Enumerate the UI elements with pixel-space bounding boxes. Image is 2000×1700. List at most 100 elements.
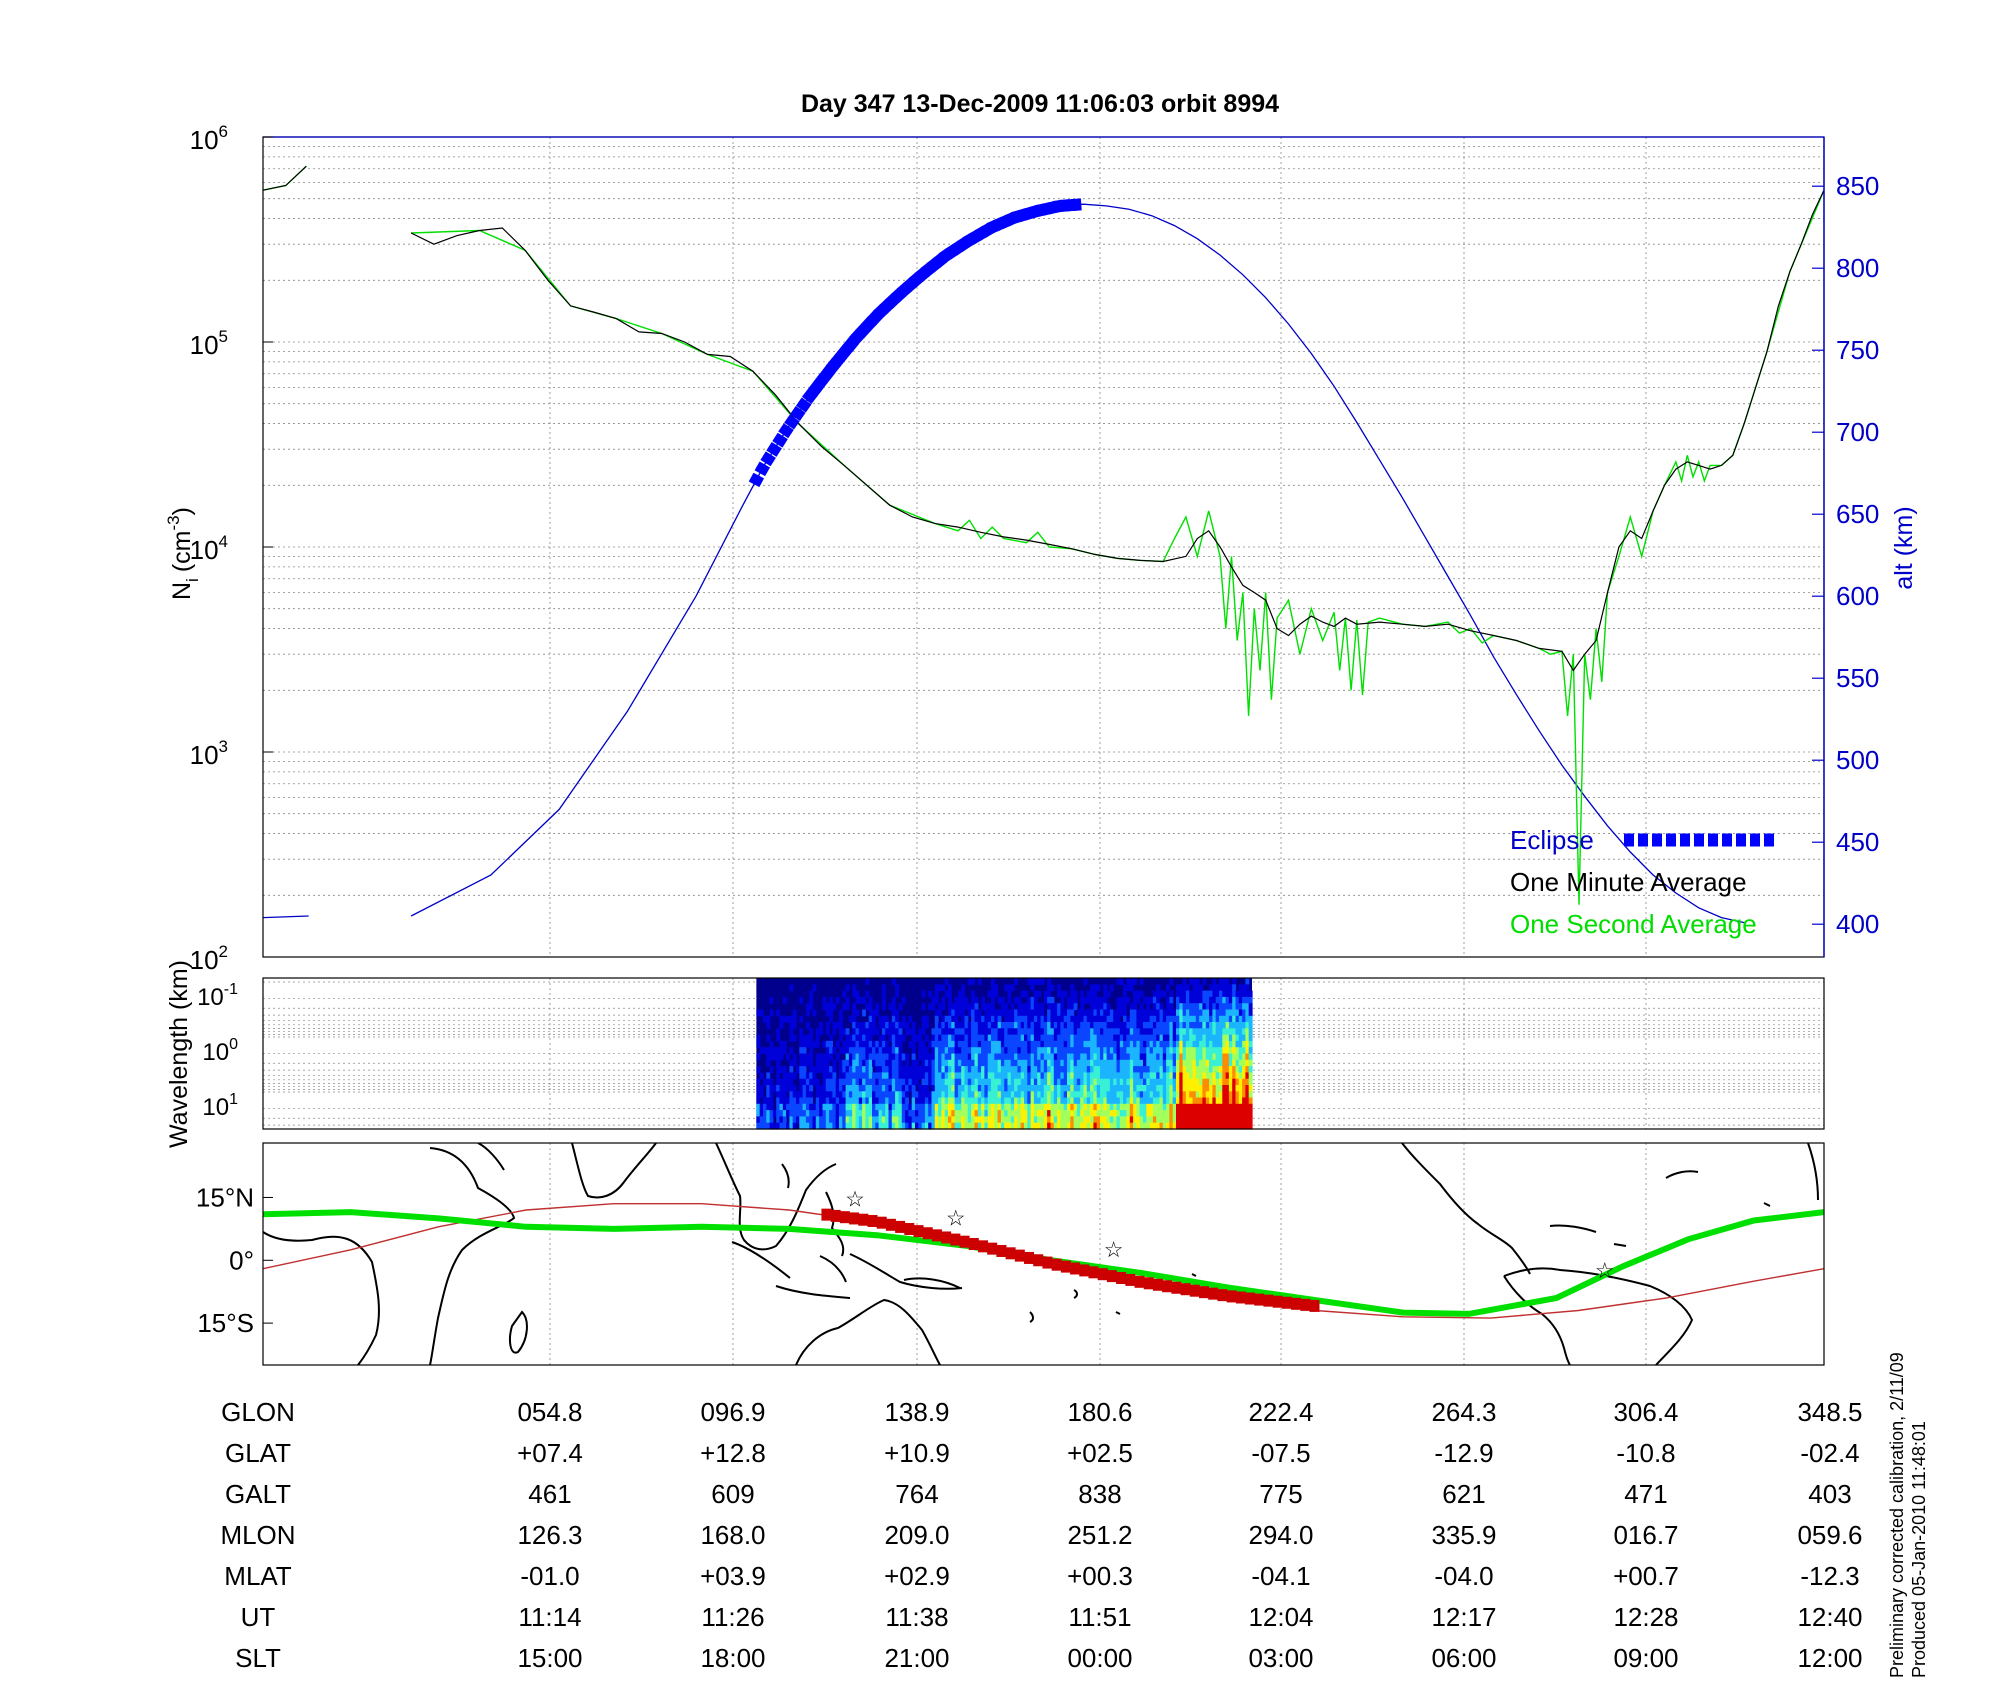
spectrogram-cell	[1156, 1034, 1161, 1042]
spectrogram-cell	[1232, 1022, 1237, 1029]
spectrogram-cell	[1047, 1091, 1051, 1099]
spectrogram-cell	[1176, 1047, 1180, 1055]
spectrogram-cell	[997, 1091, 1002, 1099]
spectrogram-cell	[839, 1110, 843, 1117]
spectrogram-cell	[1100, 1072, 1104, 1080]
spectrogram-cell	[1103, 1116, 1108, 1124]
spectrogram-cell	[845, 1028, 850, 1036]
spectrogram-cell	[1129, 1078, 1134, 1086]
spectrogram-cell	[961, 1116, 966, 1124]
spectrogram-cell	[763, 1110, 767, 1117]
spectrogram-cell	[1024, 1097, 1028, 1105]
spectrogram-cell	[862, 1053, 866, 1061]
spectrogram-cell	[1004, 1053, 1009, 1061]
spectrogram-cell	[881, 1059, 886, 1067]
spectrogram-cell	[891, 1085, 896, 1092]
spectrogram-cell	[1136, 1040, 1141, 1048]
spectrogram-cell	[819, 1097, 823, 1105]
spectrogram-cell	[977, 1097, 982, 1105]
spectrogram-cell	[1219, 1078, 1223, 1086]
spectrogram-cell	[1169, 1078, 1174, 1086]
spectrogram-cell	[961, 1028, 966, 1036]
spectrogram-cell	[822, 1040, 827, 1048]
spectrogram-cell	[1076, 1066, 1081, 1073]
spectrogram-cell	[1219, 1009, 1223, 1017]
spectrogram-cell	[1152, 1097, 1157, 1105]
spectrogram-cell	[848, 1110, 853, 1117]
spectrogram-cell	[948, 1110, 952, 1117]
spectrogram-cell	[1195, 1097, 1200, 1105]
spectrogram-cell	[1116, 1022, 1121, 1029]
spectrogram-cell	[1245, 1034, 1250, 1042]
spectrogram-cell	[855, 1103, 860, 1111]
spectrogram-cell	[1106, 1040, 1111, 1048]
spectrogram-cell	[872, 1122, 876, 1130]
spectrogram-cell	[981, 1091, 985, 1099]
map-tick-label: 15°N	[196, 1182, 254, 1212]
spectrogram-cell	[809, 1034, 814, 1042]
spectrogram-cell	[805, 1103, 810, 1111]
spectrogram-cell	[918, 1028, 923, 1036]
spectrogram-cell	[862, 1022, 866, 1029]
spectrogram-cell	[848, 1078, 853, 1086]
spectrogram-cell	[1010, 1015, 1015, 1023]
spectrogram-cell	[1238, 990, 1243, 998]
spectrogram-cell	[1090, 1047, 1094, 1055]
spectrogram-cell	[842, 1047, 847, 1055]
eclipse-track-marker	[821, 1208, 832, 1221]
spectrogram-cell	[1205, 1078, 1210, 1086]
spectrogram-cell	[815, 1085, 820, 1092]
spectrogram-cell	[931, 1053, 936, 1061]
spectrogram-cell	[786, 1097, 790, 1105]
spectrogram-cell	[1037, 1003, 1042, 1011]
spectrogram-cell	[964, 1015, 969, 1023]
spectrogram-cell	[1179, 1003, 1184, 1011]
spectrogram-cell	[1106, 1034, 1111, 1042]
spectrogram-cell	[967, 1009, 972, 1017]
spectrogram-cell	[944, 1066, 949, 1073]
spectrogram-cell	[1057, 1034, 1061, 1042]
spectrogram-cell	[1050, 1085, 1055, 1092]
ephemeris-row-label: GLAT	[225, 1438, 291, 1468]
spectrogram-cell	[769, 996, 774, 1004]
spectrogram-cell	[944, 990, 949, 998]
spectrogram-cell	[981, 1078, 985, 1086]
spectrogram-cell	[1040, 1116, 1045, 1124]
spectrogram-cell	[802, 1053, 807, 1061]
spectrogram-cell	[1080, 996, 1085, 1004]
spectrogram-cell	[799, 1059, 804, 1067]
spectrogram-cell	[809, 1097, 814, 1105]
spectrogram-cell	[1238, 984, 1243, 992]
spectrogram-cell	[931, 1110, 936, 1117]
spectrogram-cell	[1179, 984, 1184, 992]
spectrogram-cell	[1156, 1110, 1161, 1117]
spectrogram-cell	[815, 1122, 820, 1130]
spectrogram-cell	[915, 1059, 919, 1067]
spectrogram-cell	[799, 1116, 804, 1124]
spectrogram-cell	[1100, 1091, 1104, 1099]
spectrogram-cell	[769, 1053, 774, 1061]
ephemeris-cell: 838	[1078, 1479, 1121, 1509]
spectrogram-cell	[891, 1034, 896, 1042]
spectrogram-cell	[941, 1015, 946, 1023]
spectrogram-cell	[865, 1059, 870, 1067]
spectrogram-cell	[1228, 1003, 1233, 1011]
spectrogram-cell	[1212, 1009, 1217, 1017]
spectrogram-cell	[809, 1085, 814, 1092]
spectrogram-cell	[1123, 1085, 1127, 1092]
spectrogram-cell	[835, 1091, 840, 1099]
spectrogram-cell	[835, 1078, 840, 1086]
spectrogram-cell	[1199, 1116, 1203, 1124]
ephemeris-row-label: GALT	[225, 1479, 291, 1509]
spectrogram-cell	[1152, 1040, 1157, 1048]
figure-title: Day 347 13-Dec-2009 11:06:03 orbit 8994	[801, 90, 1279, 118]
spectrogram-cell	[1222, 1072, 1227, 1080]
spectrogram-cell	[1182, 1103, 1187, 1111]
spectrogram-cell	[941, 1072, 946, 1080]
spectrogram-cell	[961, 1015, 966, 1023]
spectrogram-cell	[1245, 1053, 1250, 1061]
spectrogram-cell	[1222, 1116, 1227, 1124]
spectrogram-cell	[1033, 1085, 1038, 1092]
eclipse-track-marker	[1033, 1254, 1044, 1267]
